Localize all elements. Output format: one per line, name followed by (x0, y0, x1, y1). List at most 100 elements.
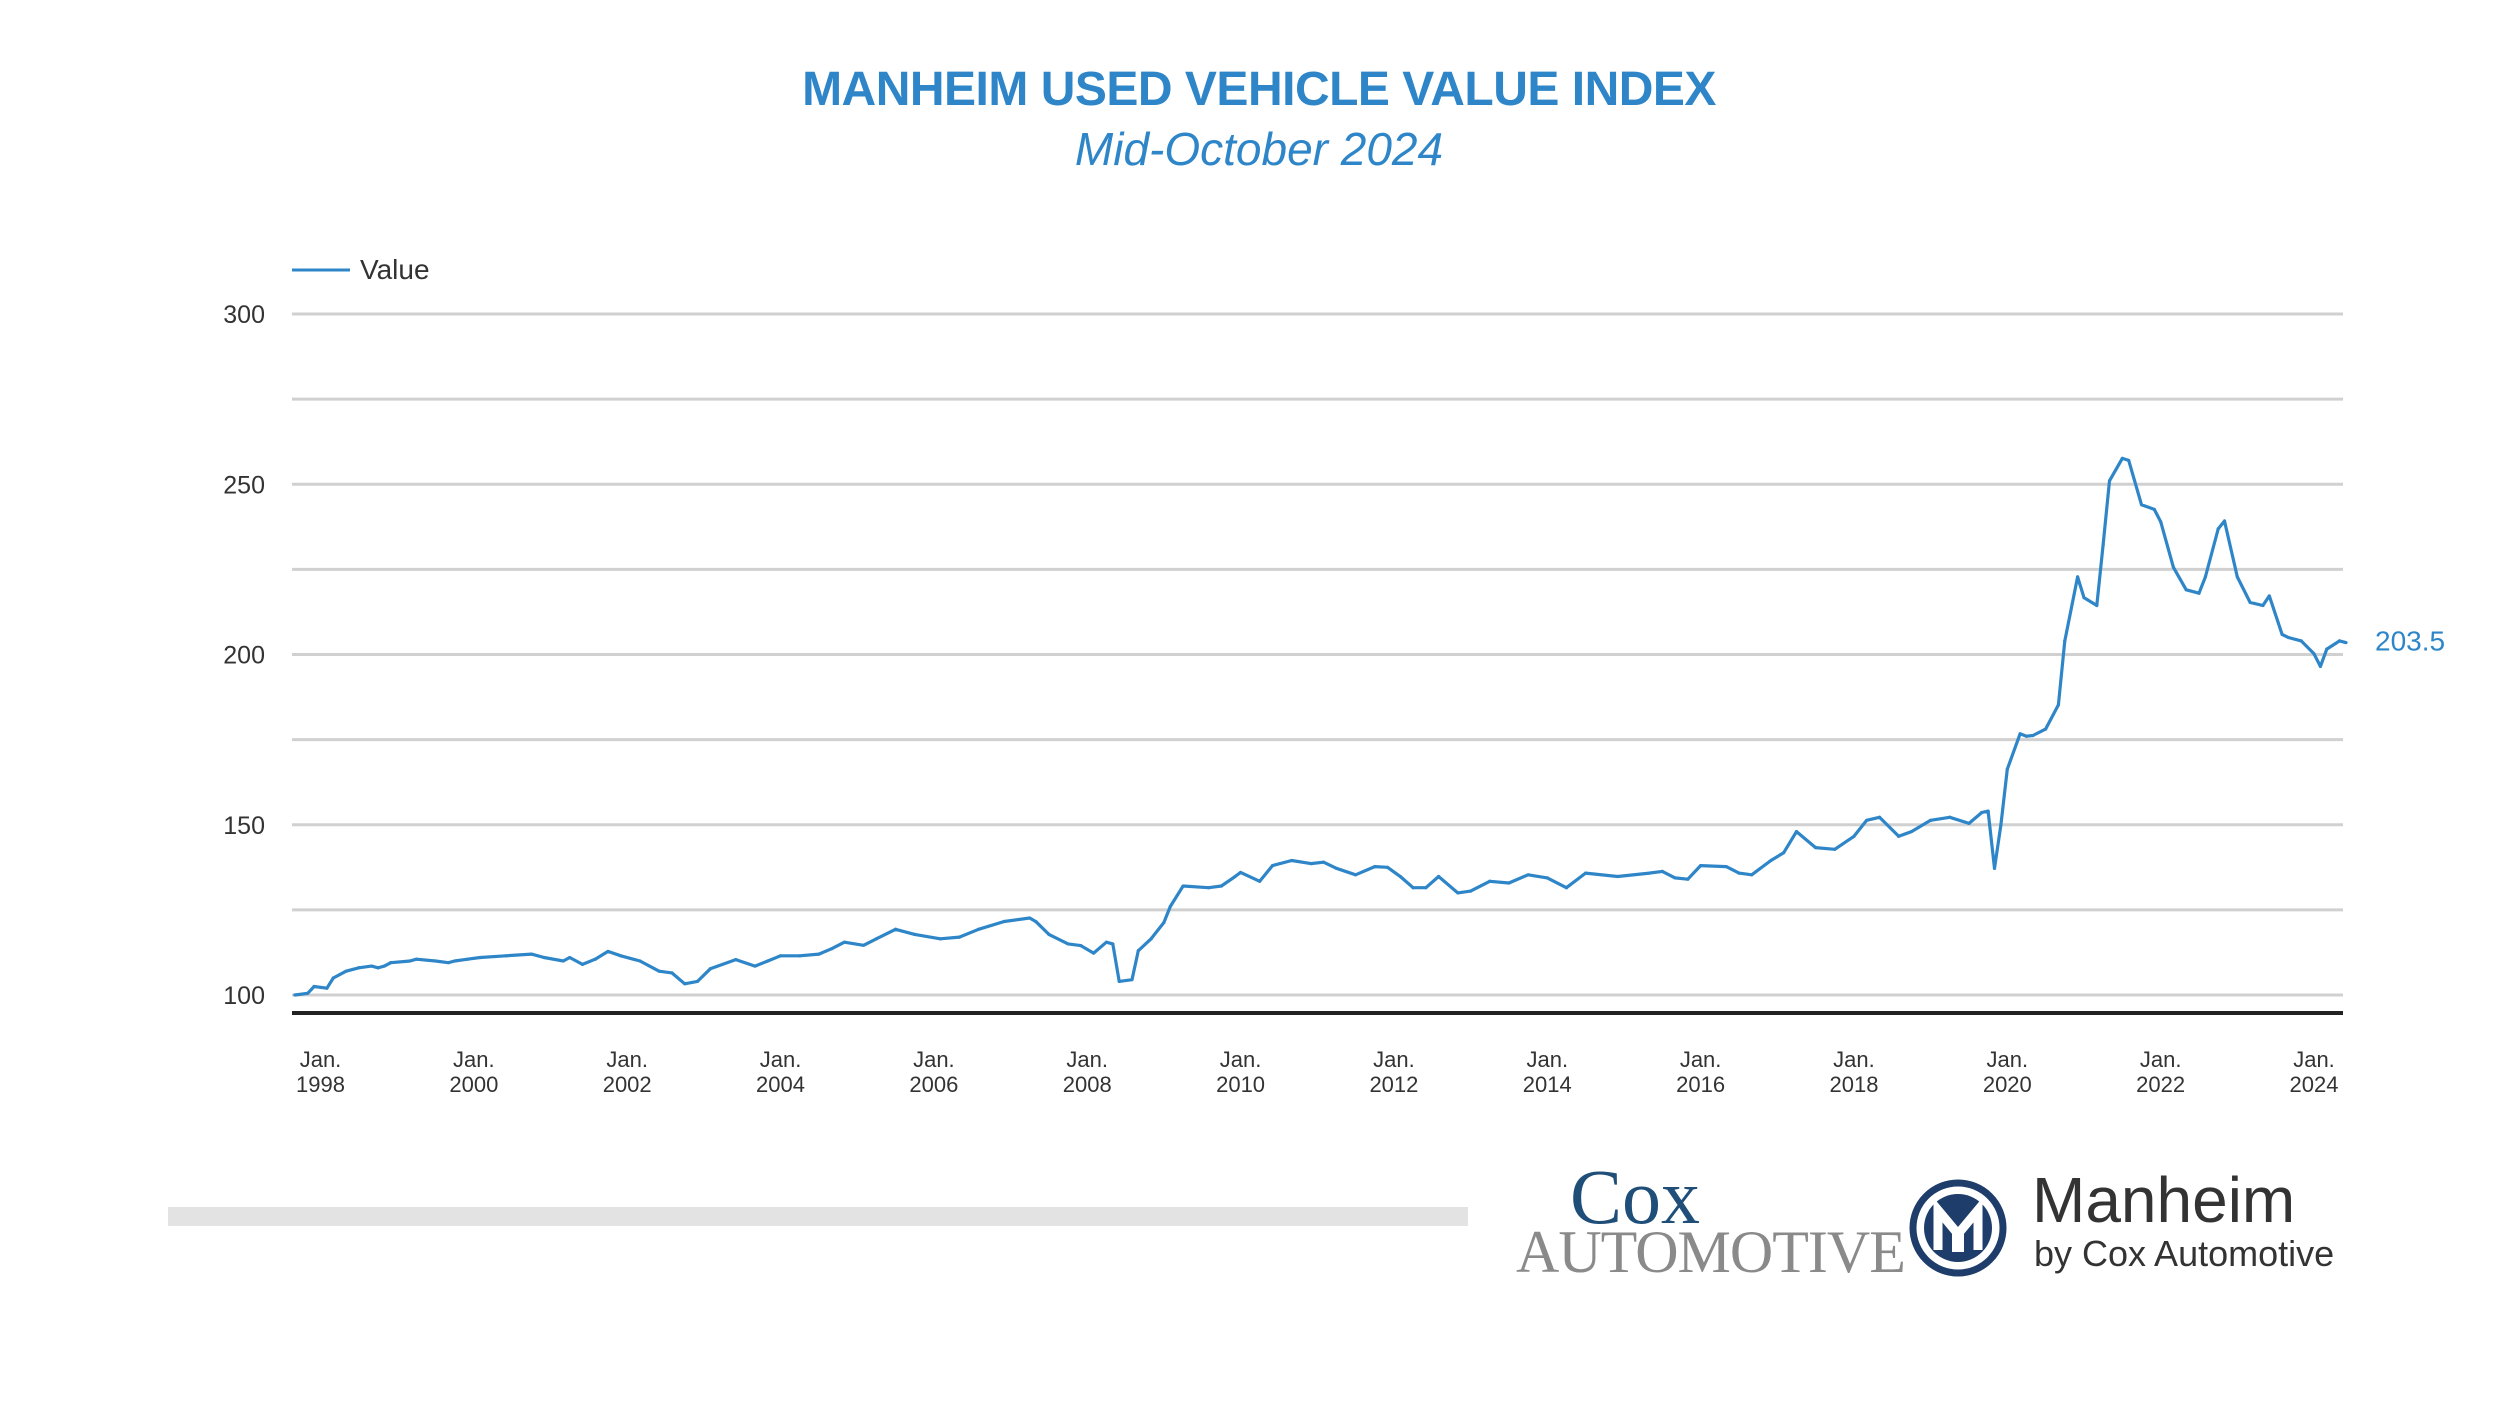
data-point (504, 954, 508, 958)
data-point (977, 927, 981, 931)
data-point (2235, 575, 2239, 579)
data-point (638, 959, 642, 963)
y-tick-label: 250 (223, 471, 265, 499)
data-point (670, 971, 674, 975)
data-point (1456, 891, 1460, 895)
data-point (529, 952, 533, 956)
x-tick-label: Jan. (1680, 1047, 1722, 1072)
data-point (1909, 829, 1914, 834)
x-tick-label-year: 2004 (756, 1072, 805, 1097)
x-tick-label: Jan. (2140, 1047, 2182, 1072)
x-tick-label: Jan. (760, 1047, 802, 1072)
data-point (2095, 603, 2099, 608)
data-point (798, 954, 802, 958)
data-point (2286, 635, 2291, 640)
x-tick-label-year: 2024 (2290, 1072, 2339, 1097)
data-point (1104, 940, 1108, 944)
data-point (331, 976, 335, 980)
x-tick-label-year: 2016 (1676, 1072, 1725, 1097)
data-point (1865, 818, 1869, 822)
x-tick-label-year: 2000 (449, 1072, 498, 1097)
data-point (2075, 575, 2080, 579)
data-point (2044, 727, 2048, 731)
data-point (1488, 879, 1492, 883)
data-point (1079, 944, 1083, 948)
data-point (842, 940, 847, 944)
data-point (2248, 600, 2252, 605)
data-point (312, 984, 316, 989)
data-point (2267, 594, 2271, 598)
data-point (893, 927, 898, 931)
data-point (561, 959, 565, 963)
x-tick-label: Jan. (913, 1047, 955, 1072)
data-point (2203, 575, 2207, 579)
data-point (593, 957, 597, 961)
data-point (568, 955, 572, 960)
data-point (1999, 823, 2003, 827)
data-point (1270, 864, 1275, 868)
y-tick-label: 150 (223, 812, 265, 840)
data-point (1385, 865, 1390, 869)
data-point (1833, 847, 1837, 851)
data-point (1117, 979, 1121, 983)
data-point (1181, 884, 1185, 888)
data-point (2063, 639, 2067, 643)
chart-subtitle: Mid-October 2024 (1074, 123, 1444, 175)
data-point (325, 986, 329, 990)
x-tick-label-year: 2014 (1523, 1072, 1572, 1097)
data-point (606, 949, 610, 954)
x-tick-label-year: 2010 (1216, 1072, 1265, 1097)
data-point (408, 959, 412, 963)
data-point (478, 955, 482, 960)
x-tick-label: Jan. (606, 1047, 648, 1072)
data-point (2216, 527, 2220, 531)
data-point (1047, 932, 1051, 936)
x-tick-label: Jan. (1373, 1047, 1415, 1072)
data-point (1111, 942, 1115, 946)
data-point (1564, 886, 1569, 890)
data-point (1615, 874, 1620, 879)
data-point (2056, 703, 2061, 707)
x-tick-label-year: 2008 (1063, 1072, 1112, 1097)
data-point (1219, 884, 1224, 888)
data-point (1948, 815, 1952, 819)
cox-logo-text: Cox (1570, 1153, 1701, 1240)
x-tick-label: Jan. (1833, 1047, 1875, 1072)
data-point (2139, 503, 2144, 507)
y-tick-label: 200 (223, 642, 265, 670)
data-point (957, 935, 962, 939)
data-point (2280, 632, 2284, 637)
y-tick-label: 100 (223, 982, 265, 1010)
data-point (370, 964, 374, 968)
data-point (1309, 861, 1313, 866)
data-point (1750, 873, 1754, 877)
data-point (1782, 851, 1786, 855)
data-point (1168, 904, 1172, 909)
data-point (1002, 919, 1006, 924)
x-tick-label-year: 2002 (603, 1072, 652, 1097)
data-point (1028, 916, 1032, 920)
data-point (913, 932, 917, 936)
data-point (1814, 845, 1818, 850)
x-tick-label: Jan. (453, 1047, 495, 1072)
data-point (389, 961, 393, 965)
manheim-logo-text: Manheim (2032, 1164, 2296, 1236)
data-point (1526, 873, 1530, 877)
data-point (580, 962, 585, 966)
data-point (766, 959, 770, 963)
data-point (1322, 860, 1326, 864)
data-point (778, 954, 783, 958)
data-point (830, 947, 834, 951)
data-point (1207, 886, 1211, 890)
x-tick-label-year: 1998 (296, 1072, 345, 1097)
data-point (1238, 870, 1243, 875)
data-point (1992, 866, 1997, 870)
data-point (1986, 809, 1990, 813)
chart-title: MANHEIM USED VEHICLE VALUE INDEX (802, 63, 1716, 116)
data-point (344, 969, 348, 973)
data-point (619, 954, 623, 958)
x-tick-label-year: 2020 (1983, 1072, 2032, 1097)
data-point (2184, 588, 2188, 592)
x-tick-label: Jan. (1220, 1047, 1262, 1072)
